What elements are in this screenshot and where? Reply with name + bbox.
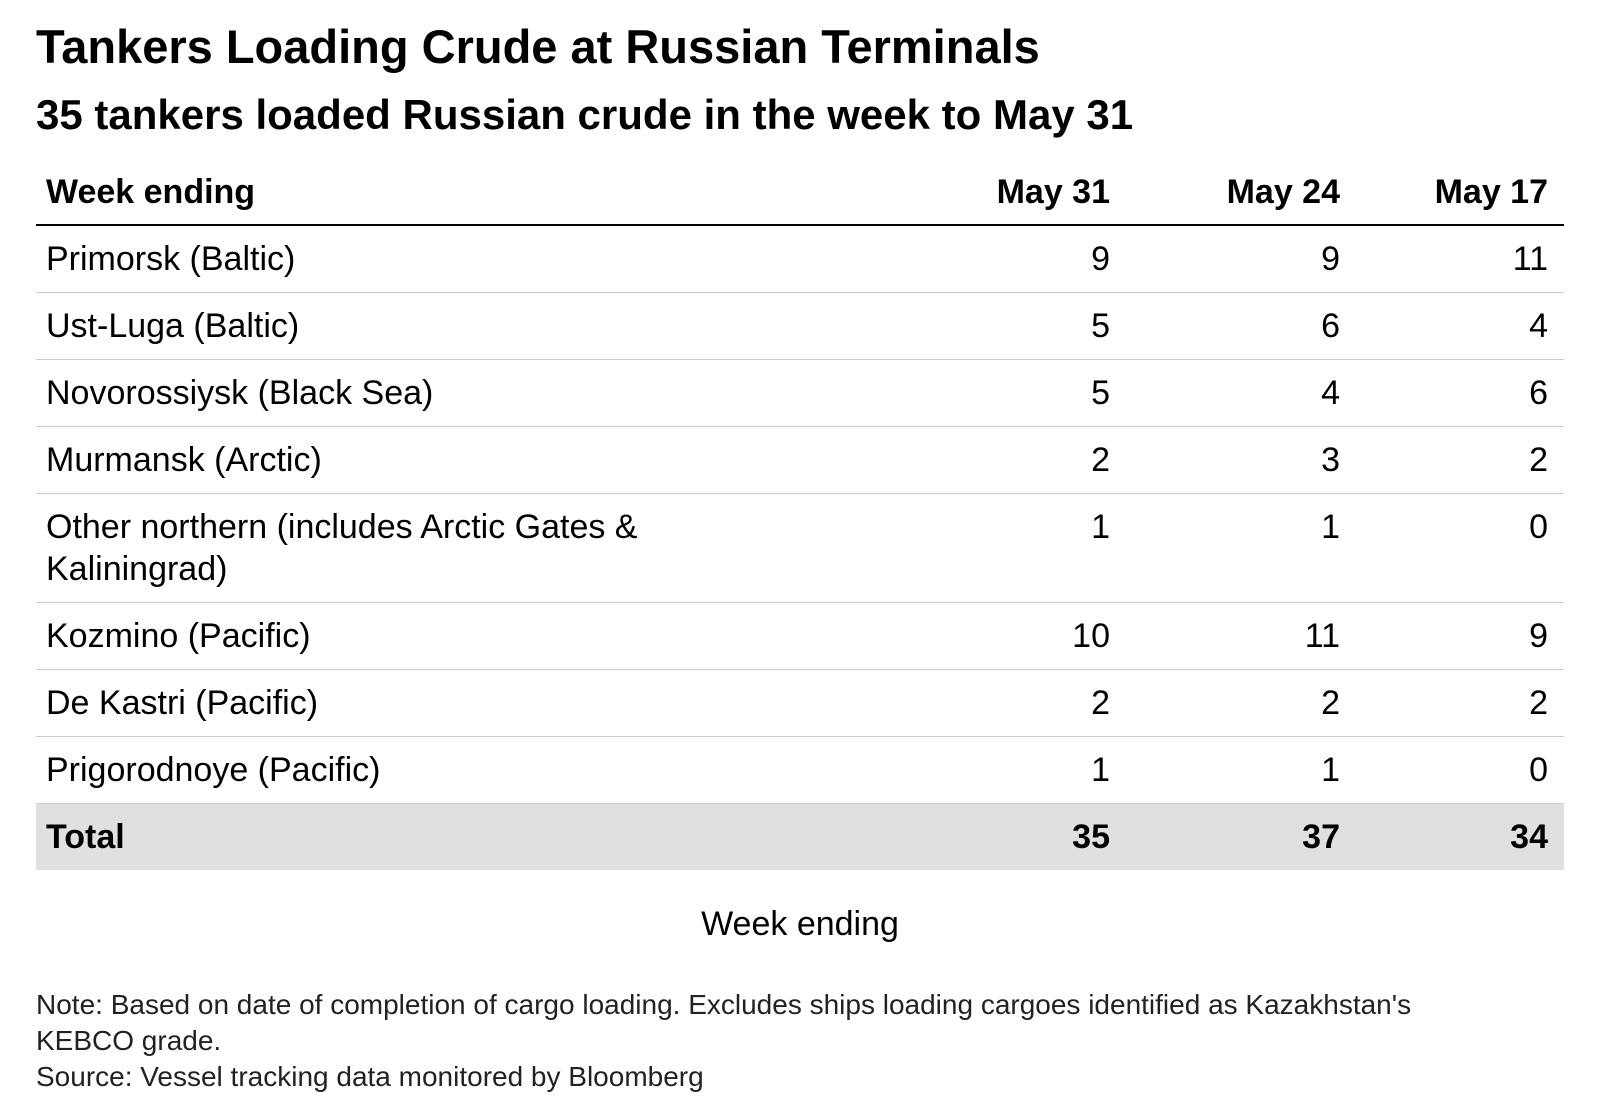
row-label-de-kastri-pacific: De Kastri (Pacific)	[36, 669, 894, 737]
table-cell-value: 1	[894, 493, 1126, 603]
total-value: 34	[1356, 803, 1564, 870]
table-cell-value: 0	[1356, 493, 1564, 603]
total-value: 35	[894, 803, 1126, 870]
table-cell-value: 6	[1356, 359, 1564, 427]
table-cell-value: 1	[894, 736, 1126, 804]
table-cell-value: 5	[894, 359, 1126, 427]
chart-title: Tankers Loading Crude at Russian Termina…	[36, 20, 1040, 73]
table-cell-value: 1	[1126, 493, 1356, 603]
footer: Note: Based on date of completion of car…	[36, 987, 1456, 1095]
table-row: Ust-Luga (Baltic) 5 6 4	[36, 292, 1564, 360]
table-cell-value: 3	[1126, 426, 1356, 494]
table-cell-value: 5	[894, 292, 1126, 360]
table-cell-value: 4	[1126, 359, 1356, 427]
table-row: De Kastri (Pacific) 2 2 2	[36, 669, 1564, 737]
table-cell-value: 2	[1356, 426, 1564, 494]
header-row: Week ending May 31 May 24 May 17	[36, 160, 1564, 226]
total-label: Total	[36, 803, 894, 870]
table-cell-value: 9	[894, 225, 1126, 293]
table-cell-value: 2	[894, 426, 1126, 494]
table-cell-value: 10	[894, 602, 1126, 670]
row-label-prigorodnoye-pacific: Prigorodnoye (Pacific)	[36, 736, 894, 804]
footnote: Note: Based on date of completion of car…	[36, 989, 1412, 1056]
table-row: Other northern (includes Arctic Gates & …	[36, 493, 1564, 603]
table-row: Novorossiysk (Black Sea) 5 4 6	[36, 359, 1564, 427]
row-label-kozmino-pacific: Kozmino (Pacific)	[36, 602, 894, 670]
x-axis-label: Week ending	[701, 905, 899, 943]
table-cell-value: 9	[1126, 225, 1356, 293]
row-label-ust-luga-baltic: Ust-Luga (Baltic)	[36, 292, 894, 360]
header-cell-week-1: May 31	[894, 160, 1126, 226]
row-label-murmansk-arctic: Murmansk (Arctic)	[36, 426, 894, 494]
header-cell-week-2: May 24	[1126, 160, 1356, 226]
table-row: Murmansk (Arctic) 2 3 2	[36, 426, 1564, 494]
row-label-novorossiysk-black-sea: Novorossiysk (Black Sea)	[36, 359, 894, 427]
total-value: 37	[1126, 803, 1356, 870]
table-cell-value: 11	[1356, 225, 1564, 293]
table-cell-value: 4	[1356, 292, 1564, 360]
source-note: Source: Vessel tracking data monitored b…	[36, 1061, 704, 1092]
table-row: Primorsk (Baltic) 9 9 11	[36, 225, 1564, 293]
table-cell-value: 2	[894, 669, 1126, 737]
row-label-primorsk-baltic: Primorsk (Baltic)	[36, 225, 894, 293]
table-cell-value: 2	[1356, 669, 1564, 737]
table-body: Primorsk (Baltic) 9 9 11 Ust-Luga (Baltic) 5 6…	[36, 225, 1564, 870]
table-cell-value: 0	[1356, 736, 1564, 804]
row-label-other-northern-includes-arctic-gates-kaliningrad: Other northern (includes Arctic Gates & …	[36, 493, 894, 603]
header-cell-label: Week ending	[36, 160, 894, 226]
table-row: Prigorodnoye (Pacific) 1 1 0	[36, 736, 1564, 804]
table-cell-value: 2	[1126, 669, 1356, 737]
total-row: Total 35 37 34	[36, 803, 1564, 870]
table-row: Kozmino (Pacific) 10 11 9	[36, 602, 1564, 670]
table-cell-value: 1	[1126, 736, 1356, 804]
chart-subtitle: 35 tankers loaded Russian crude in the w…	[36, 91, 1134, 138]
table-cell-value: 9	[1356, 602, 1564, 670]
data-table: Week ending May 31 May 24 May 17 Primors…	[36, 160, 1564, 870]
table-cell-value: 11	[1126, 602, 1356, 670]
table-cell-value: 6	[1126, 292, 1356, 360]
header-cell-week-3: May 17	[1356, 160, 1564, 226]
